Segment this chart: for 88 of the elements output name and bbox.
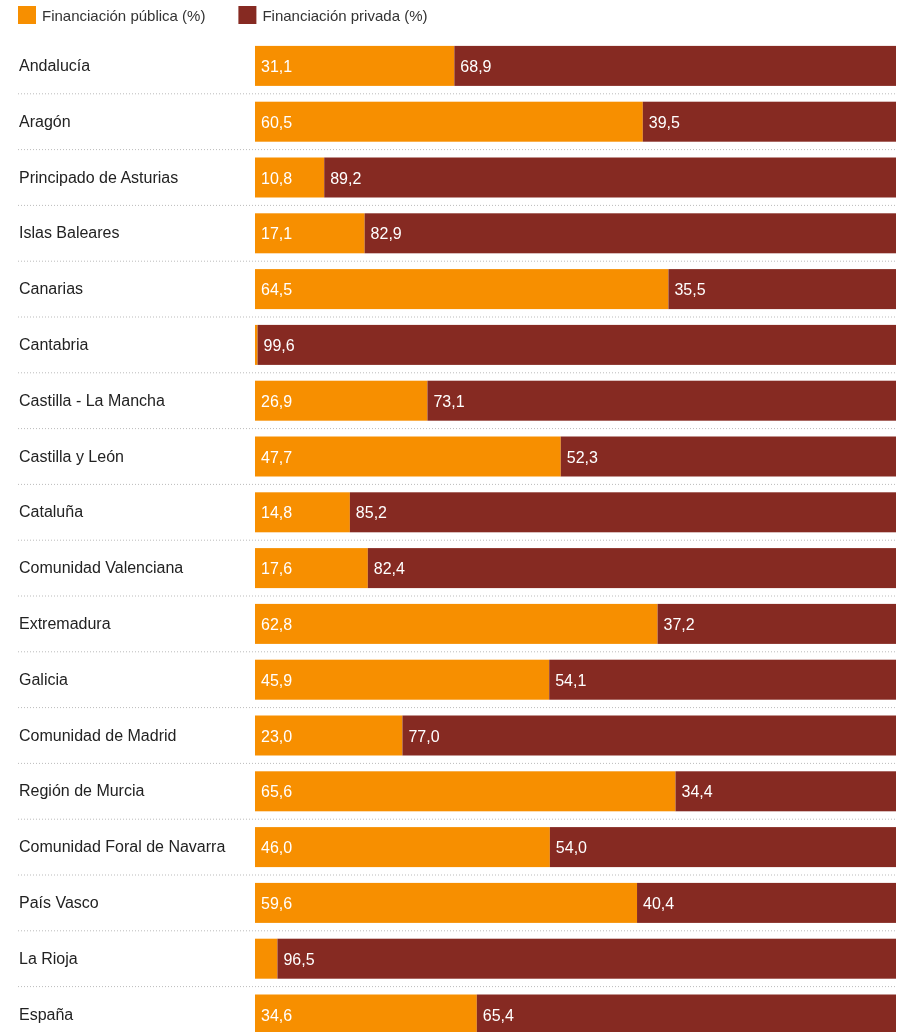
bar xyxy=(255,492,350,533)
bar xyxy=(560,436,896,477)
y-tick-label: Castilla y León xyxy=(19,447,124,465)
bar xyxy=(255,938,278,979)
bar xyxy=(367,548,896,589)
data-label: 45,9 xyxy=(261,671,293,689)
bar xyxy=(324,157,896,198)
data-label: 82,9 xyxy=(370,225,402,243)
y-tick-label: Comunidad de Madrid xyxy=(19,726,177,744)
data-label: 77,0 xyxy=(408,727,440,745)
y-tick-label: España xyxy=(19,1005,74,1023)
data-label: 54,1 xyxy=(555,671,587,689)
y-tick-label: Comunidad Valenciana xyxy=(19,559,184,577)
data-label: 39,5 xyxy=(648,113,681,131)
data-label: 46,0 xyxy=(261,839,293,857)
y-tick-label: Galicia xyxy=(19,670,69,688)
data-label: 54,0 xyxy=(555,839,588,857)
y-tick-label: Extremadura xyxy=(19,614,111,632)
data-label: 96,5 xyxy=(283,950,315,968)
y-tick-label: Canarias xyxy=(19,280,84,298)
bar xyxy=(349,492,896,533)
y-tick-label: Andalucía xyxy=(19,56,91,74)
bar xyxy=(549,827,896,868)
data-label: 47,7 xyxy=(261,448,293,466)
data-label: 40,4 xyxy=(643,894,675,912)
bar xyxy=(454,45,896,86)
data-label: 89,2 xyxy=(330,169,362,187)
y-tick-label: Comunidad Foral de Navarra xyxy=(19,838,226,856)
y-tick-label: Castilla - La Mancha xyxy=(19,391,165,409)
data-label: 35,5 xyxy=(674,281,706,299)
data-label: 31,1 xyxy=(261,57,293,75)
data-label: 99,6 xyxy=(263,336,295,354)
bar xyxy=(255,269,669,310)
data-label: 14,8 xyxy=(261,504,293,522)
bar xyxy=(255,436,561,477)
data-label: 85,2 xyxy=(355,504,388,522)
bar xyxy=(668,269,896,310)
data-label: 62,8 xyxy=(261,615,293,633)
bar xyxy=(255,324,258,365)
data-label: 17,6 xyxy=(261,560,293,578)
data-label: 65,4 xyxy=(482,1006,515,1024)
legend-label: Financiación pública (%) xyxy=(42,7,206,24)
y-tick-label: Región de Murcia xyxy=(19,782,145,800)
y-tick-label: Aragón xyxy=(19,112,71,130)
bar xyxy=(637,882,896,923)
bar xyxy=(277,938,896,979)
bar xyxy=(255,45,455,86)
bar xyxy=(402,715,896,756)
y-tick-label: Islas Baleares xyxy=(19,224,120,242)
data-label: 26,9 xyxy=(261,392,293,410)
y-tick-label: Cataluña xyxy=(19,503,84,521)
bar xyxy=(255,101,643,142)
bar xyxy=(255,771,676,812)
data-label: 68,9 xyxy=(460,57,492,75)
bar xyxy=(255,213,365,254)
legend-label: Financiación privada (%) xyxy=(262,7,428,24)
bar xyxy=(255,548,368,589)
data-label: 17,1 xyxy=(261,225,293,243)
data-label: 52,3 xyxy=(566,448,598,466)
bar xyxy=(255,659,550,700)
data-label: 82,4 xyxy=(373,560,406,578)
bar xyxy=(255,157,325,198)
data-label: 60,5 xyxy=(261,113,293,131)
bar xyxy=(675,771,896,812)
data-label: 64,5 xyxy=(261,281,293,299)
bar xyxy=(364,213,896,254)
bar xyxy=(549,659,896,700)
data-label: 65,6 xyxy=(261,783,293,801)
data-label: 10,8 xyxy=(261,169,293,187)
bar xyxy=(255,603,658,644)
bar xyxy=(255,380,428,421)
data-label: 37,2 xyxy=(663,615,695,633)
data-label: 34,4 xyxy=(681,783,713,801)
bar xyxy=(657,603,896,644)
bar xyxy=(255,882,638,923)
data-label: 73,1 xyxy=(433,392,465,410)
bar xyxy=(642,101,896,142)
y-tick-label: Cantabria xyxy=(19,335,89,353)
bar xyxy=(257,324,896,365)
bar xyxy=(255,715,403,756)
bar xyxy=(427,380,896,421)
bar xyxy=(255,827,550,868)
y-tick-label: País Vasco xyxy=(19,893,99,911)
y-tick-label: La Rioja xyxy=(19,949,78,967)
data-label: 59,6 xyxy=(261,894,293,912)
y-tick-label: Principado de Asturias xyxy=(19,168,179,186)
data-label: 34,6 xyxy=(261,1006,293,1024)
data-label: 23,0 xyxy=(261,727,293,745)
